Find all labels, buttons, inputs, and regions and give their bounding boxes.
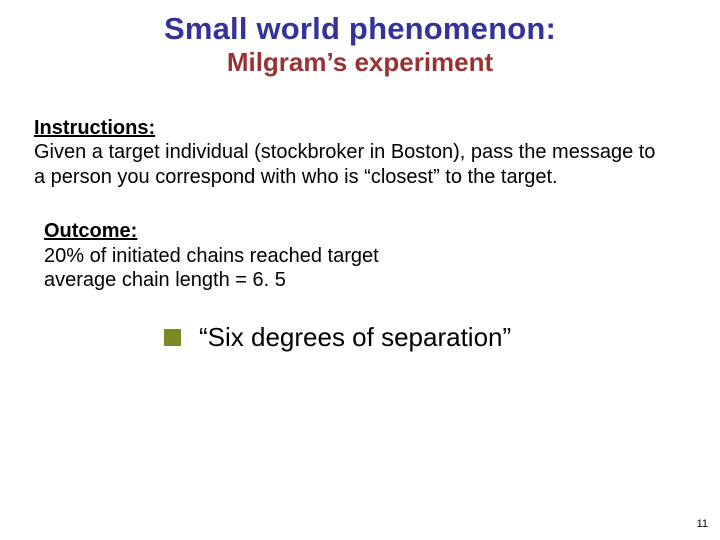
outcome-heading: Outcome: — [44, 220, 137, 242]
outcome-line-2: average chain length = 6. 5 — [44, 269, 286, 291]
slide-container: Small world phenomenon: Milgram’s experi… — [0, 0, 720, 540]
page-number: 11 — [697, 518, 708, 530]
slide-title-main: Small world phenomenon: — [34, 12, 686, 46]
bullet-row: “Six degrees of separation” — [164, 322, 686, 353]
title-block: Small world phenomenon: Milgram’s experi… — [34, 12, 686, 78]
bullet-text: “Six degrees of separation” — [199, 322, 511, 353]
square-bullet-icon — [164, 329, 181, 346]
outcome-paragraph: Outcome: 20% of initiated chains reached… — [34, 219, 686, 292]
slide-title-sub: Milgram’s experiment — [34, 48, 686, 78]
instructions-heading: Instructions: — [34, 117, 155, 139]
instructions-body: Given a target individual (stockbroker i… — [34, 141, 655, 187]
outcome-line-1: 20% of initiated chains reached target — [44, 245, 379, 267]
instructions-paragraph: Instructions: Given a target individual … — [34, 116, 686, 189]
